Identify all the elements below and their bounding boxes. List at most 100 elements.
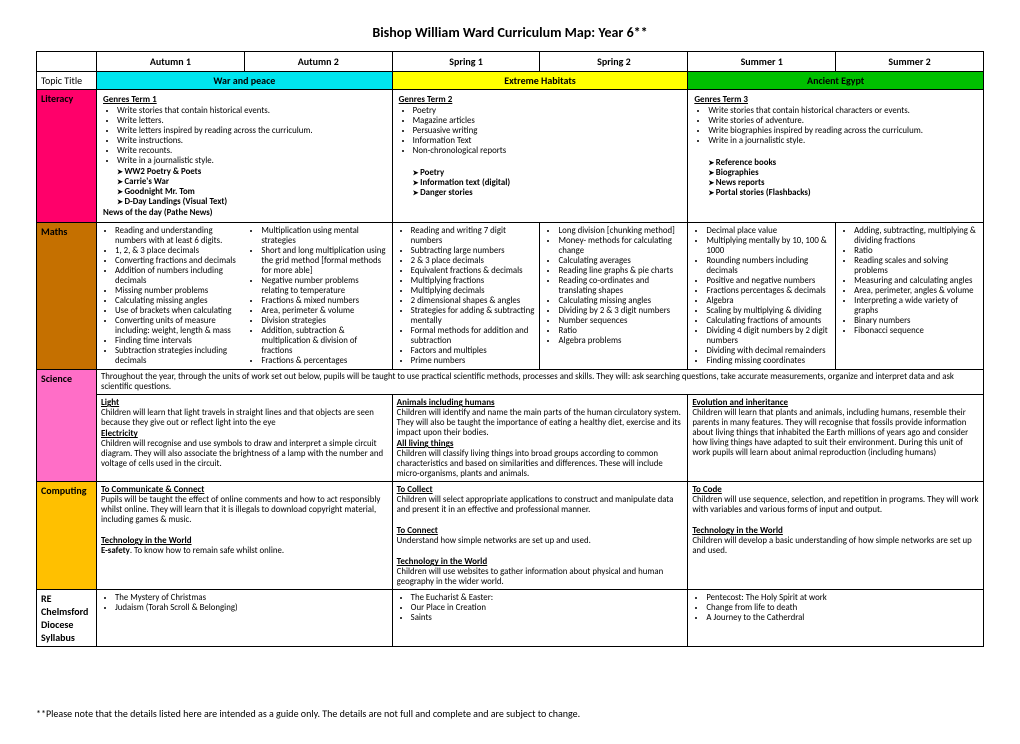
list-item: Short and long multiplication using the … xyxy=(261,246,387,276)
term-header: Spring 2 xyxy=(540,52,688,72)
maths-a1-list: Reading and understanding numbers with a… xyxy=(115,226,241,366)
list-item: Pentecost: The Holy Spirit at work xyxy=(706,593,979,603)
list-item: Ratio xyxy=(558,326,683,336)
list-item: Multiplying fractions xyxy=(411,276,536,286)
genre-head: Genres Term 2 xyxy=(399,94,682,105)
literacy-row: Literacy Genres Term 1 Write stories tha… xyxy=(37,90,984,223)
genre-head: Genres Term 1 xyxy=(103,94,386,105)
list-item: Information text (digital) xyxy=(413,178,682,188)
term-header: Summer 2 xyxy=(836,52,984,72)
computing-row: Computing To Communicate & Connect Pupil… xyxy=(37,482,984,590)
maths-sp1-list: Reading and writing 7 digit numbersSubtr… xyxy=(411,226,536,366)
paragraph: Children will recognise and use symbols … xyxy=(101,439,388,469)
list-item: Finding time intervals xyxy=(115,336,241,346)
list-item: Carrie's War xyxy=(117,177,386,187)
list-item: The Mystery of Christmas xyxy=(115,593,388,603)
re-summer-cell: Pentecost: The Holy Spirit at workChange… xyxy=(688,590,984,647)
list-item: Calculating missing angles xyxy=(115,296,241,306)
list-item: Algebra problems xyxy=(558,336,683,346)
terms-header-row: Autumn 1 Autumn 2 Spring 1 Spring 2 Summ… xyxy=(37,52,984,72)
literacy-autumn-bullets: Write stories that contain historical ev… xyxy=(117,106,386,166)
list-item: Reading and understanding numbers with a… xyxy=(115,226,241,246)
list-item: Multiplying mentally by 10, 100 & 1000 xyxy=(706,236,831,256)
list-item: Decimal place value xyxy=(706,226,831,236)
maths-autumn-cell: Reading and understanding numbers with a… xyxy=(97,223,393,370)
term-header: Spring 1 xyxy=(392,52,540,72)
list-item: The Eucharist & Easter: xyxy=(411,593,684,603)
maths-sp2-list: Long division [chunking method]Money- me… xyxy=(558,226,683,346)
science-spring-cell: Animals including humans Children will i… xyxy=(392,395,688,482)
list-item: Strategies for adding & subtracting ment… xyxy=(411,306,536,326)
topic-summer: Ancient Egypt xyxy=(688,72,984,90)
maths-a2-list: Multiplication using mental strategiesSh… xyxy=(261,226,387,366)
list-item: Positive and negative numbers xyxy=(706,276,831,286)
literacy-label: Literacy xyxy=(37,90,97,223)
list-item: 2 & 3 place decimals xyxy=(411,256,536,266)
list-item: 2 dimensional shapes & angles xyxy=(411,296,536,306)
maths-row: Maths Reading and understanding numbers … xyxy=(37,223,984,370)
list-item: Interpreting a wide variety of graphs xyxy=(854,296,979,316)
list-item: Poetry xyxy=(413,106,682,116)
list-item: Write letters inspired by reading across… xyxy=(117,126,386,136)
maths-su2-cell: Adding, subtracting, multiplying & divid… xyxy=(836,223,984,370)
list-item: Write in a journalistic style. xyxy=(708,136,977,146)
science-row: Light Children will learn that light tra… xyxy=(37,395,984,482)
list-item: Write letters. xyxy=(117,116,386,126)
sub-head: Electricity xyxy=(101,428,388,439)
literacy-autumn-cell: Genres Term 1 Write stories that contain… xyxy=(97,90,393,223)
list-item: Write stories that contain historical ch… xyxy=(708,106,977,116)
term-header: Autumn 1 xyxy=(97,52,245,72)
list-item: Scaling by multiplying & dividing xyxy=(706,306,831,316)
science-summer-cell: Evolution and inheritance Children will … xyxy=(688,395,984,482)
re-label: RE Chelmsford Diocese Syllabus xyxy=(37,590,97,647)
list-item: Judaism (Torah Scroll & Belonging) xyxy=(115,603,388,613)
list-item: Multiplying decimals xyxy=(411,286,536,296)
list-item: Rounding numbers including decimals xyxy=(706,256,831,276)
science-intro-row: Science Throughout the year, through the… xyxy=(37,370,984,395)
literacy-summer-arrows: Reference books Biographies News reports… xyxy=(708,158,977,198)
list-item: Converting units of measure including: w… xyxy=(115,316,241,336)
list-item: Finding missing coordinates xyxy=(706,356,831,366)
list-item: Negative number problems relating to tem… xyxy=(261,276,387,296)
footnote: **Please note that the details listed he… xyxy=(36,707,984,720)
list-item: Biographies xyxy=(708,168,977,178)
list-item: Dividing with decimal remainders xyxy=(706,346,831,356)
literacy-autumn-arrows: WW2 Poetry & Poets Carrie's War Goodnigh… xyxy=(117,167,386,207)
paragraph: Children will develop a basic understand… xyxy=(692,536,979,556)
list-item: Money- methods for calculating change xyxy=(558,236,683,256)
curriculum-table: Autumn 1 Autumn 2 Spring 1 Spring 2 Summ… xyxy=(36,51,984,647)
list-item: Reference books xyxy=(708,158,977,168)
list-item: Long division [chunking method] xyxy=(558,226,683,236)
sub-head: Technology in the World xyxy=(101,535,388,546)
science-intro-cell: Throughout the year, through the units o… xyxy=(97,370,984,395)
list-item: Multiplication using mental strategies xyxy=(261,226,387,246)
paragraph: Understand how simple networks are set u… xyxy=(397,536,684,546)
re-spring-list: The Eucharist & Easter:Our Place in Crea… xyxy=(411,593,684,623)
literacy-summer-cell: Genres Term 3 Write stories that contain… xyxy=(688,90,984,223)
literacy-spring-arrows: Poetry Information text (digital) Danger… xyxy=(413,168,682,198)
list-item: Equivalent fractions & decimals xyxy=(411,266,536,276)
list-item: Ratio xyxy=(854,246,979,256)
re-summer-list: Pentecost: The Holy Spirit at workChange… xyxy=(706,593,979,623)
list-item: Calculating fractions of amounts xyxy=(706,316,831,326)
list-item: Write instructions. xyxy=(117,136,386,146)
paragraph: Pupils will be taught the effect of onli… xyxy=(101,495,388,525)
genre-head: Genres Term 3 xyxy=(694,94,977,105)
topic-spring: Extreme Habitats xyxy=(392,72,688,90)
term-header: Autumn 2 xyxy=(244,52,392,72)
computing-label: Computing xyxy=(37,482,97,590)
computing-autumn-cell: To Communicate & Connect Pupils will be … xyxy=(97,482,393,590)
list-item: Addition, subtraction & multiplication &… xyxy=(261,326,387,356)
list-item: A Journey to the Catherdral xyxy=(706,613,979,623)
list-item: Reading line graphs & pie charts xyxy=(558,266,683,276)
list-item: Subtraction strategies including decimal… xyxy=(115,346,241,366)
list-item: Calculating missing angles xyxy=(558,296,683,306)
computing-summer-cell: To Code Children will use sequence, sele… xyxy=(688,482,984,590)
list-item: Goodnight Mr. Tom xyxy=(117,187,386,197)
paragraph: Children will use websites to gather inf… xyxy=(397,567,684,587)
list-item: Number sequences xyxy=(558,316,683,326)
list-item: Magazine articles xyxy=(413,116,682,126)
sub-head: To Collect xyxy=(397,484,684,495)
computing-spring-cell: To Collect Children will select appropri… xyxy=(392,482,688,590)
paragraph: Children will classify living things int… xyxy=(397,449,684,479)
